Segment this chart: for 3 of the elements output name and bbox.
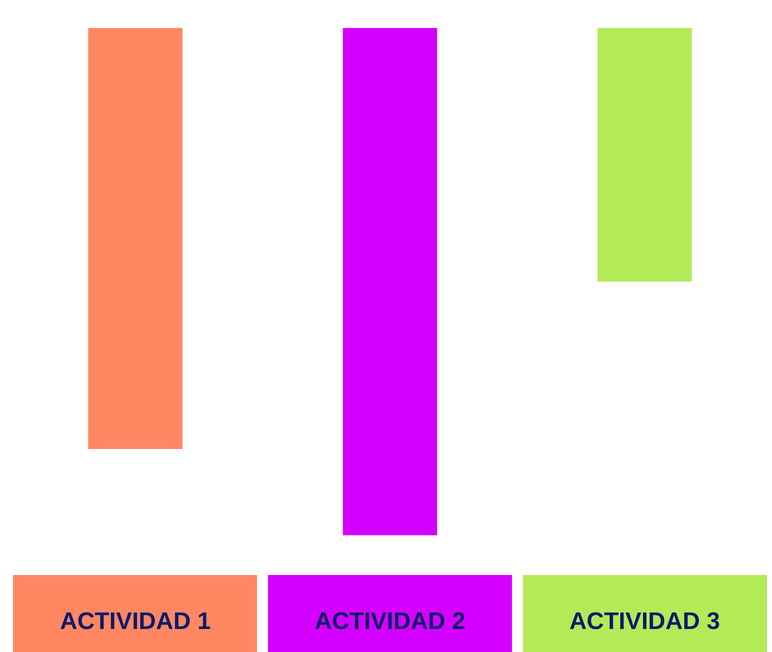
x-tick-label: ACTIVIDAD 2 xyxy=(314,608,466,635)
x-tick-label: ACTIVIDAD 3 xyxy=(569,608,720,635)
x-tick-label: ACTIVIDAD 1 xyxy=(60,608,211,635)
